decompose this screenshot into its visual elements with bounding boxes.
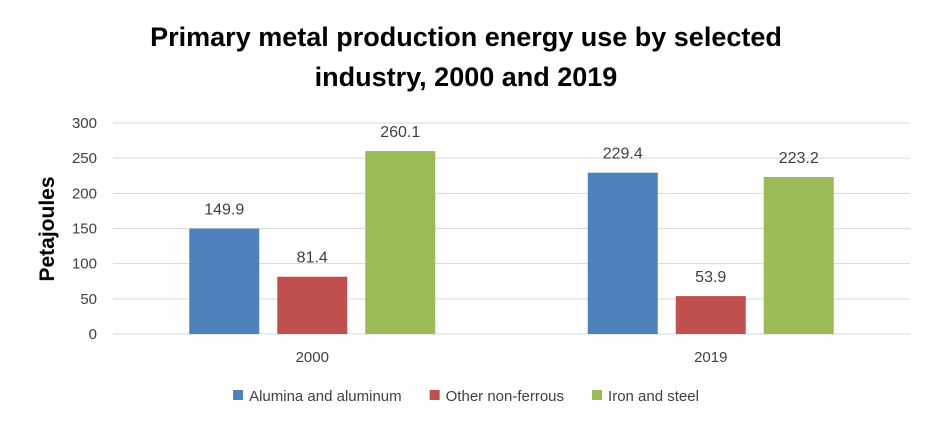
legend-swatch <box>429 390 440 400</box>
y-tick-label: 50 <box>80 291 97 308</box>
chart-title-line-1: Primary metal production energy use by s… <box>150 22 782 52</box>
y-tick-label: 150 <box>72 221 97 238</box>
data-labels: 149.9 81.4 260.1 229.4 53.9 223.2 <box>204 124 819 286</box>
legend-label: Other non-ferrous <box>446 388 564 405</box>
y-tick-label: 250 <box>72 150 97 167</box>
legend-label: Alumina and aluminum <box>249 388 402 405</box>
legend-label: Iron and steel <box>608 388 699 405</box>
legend: Alumina and aluminum Other non-ferrous Iro… <box>233 388 699 405</box>
bar <box>189 228 260 334</box>
legend-swatch <box>233 390 244 400</box>
bar <box>587 172 658 334</box>
y-tick-label: 300 <box>72 115 97 132</box>
chart-title-line-2: industry, 2000 and 2019 <box>315 62 618 92</box>
legend-swatch <box>592 390 603 400</box>
chart-title: Primary metal production energy use by s… <box>150 22 782 92</box>
data-label: 229.4 <box>603 146 643 163</box>
legend-item: Other non-ferrous <box>429 388 564 405</box>
data-label: 81.4 <box>297 250 328 267</box>
data-label: 53.9 <box>695 269 726 286</box>
legend-item: Alumina and aluminum <box>233 388 402 405</box>
y-tick-label: 200 <box>72 185 97 202</box>
data-label: 223.2 <box>779 150 819 167</box>
legend-item: Iron and steel <box>592 388 699 405</box>
y-tick-label: 0 <box>89 326 97 343</box>
bar <box>763 177 834 334</box>
x-axis-categories: 2000 2019 <box>296 349 728 366</box>
bar <box>675 296 746 334</box>
bars <box>189 151 834 334</box>
bar <box>365 151 436 334</box>
y-axis-ticks: 0 50 100 150 200 250 300 <box>72 115 97 343</box>
bar <box>277 276 348 334</box>
x-category-label: 2019 <box>694 349 727 366</box>
data-label: 260.1 <box>380 124 420 141</box>
data-label: 149.9 <box>204 202 244 219</box>
x-category-label: 2000 <box>296 349 329 366</box>
y-axis-title: Petajoules <box>36 176 59 281</box>
y-tick-label: 100 <box>72 256 97 273</box>
